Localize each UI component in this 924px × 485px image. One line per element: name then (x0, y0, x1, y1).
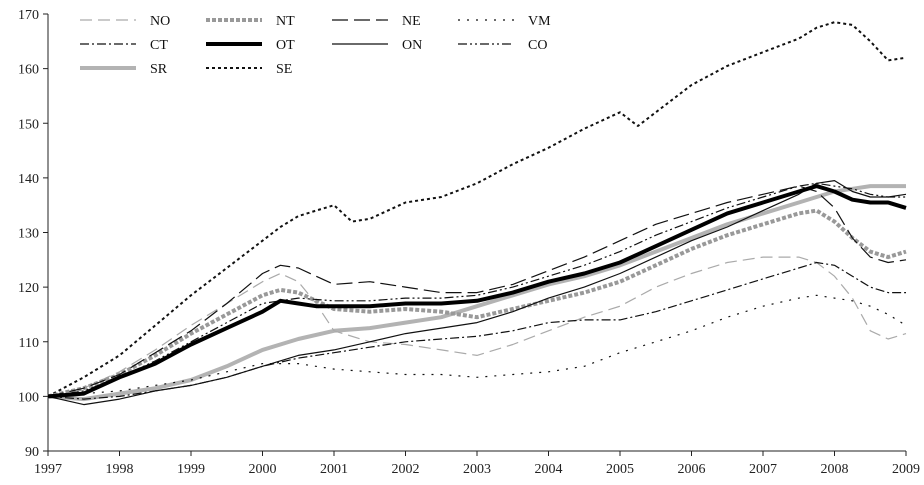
x-tick-label: 2004 (535, 462, 563, 477)
x-tick-label: 2009 (892, 462, 920, 477)
legend-label: NO (150, 14, 170, 29)
axes: 90 100 110 120 130 140 150 160 170 1997 1998 1999 20… (18, 8, 920, 477)
y-tick-label: 110 (19, 336, 39, 351)
series-line-se (47, 21, 907, 398)
legend-label: NT (276, 14, 295, 29)
y-tick-label: 100 (18, 390, 39, 405)
x-tick-label: 2001 (320, 462, 348, 477)
legend: NO NT NE VM CT OT ON CO SR SE (80, 14, 551, 77)
y-tick-label: 170 (18, 8, 39, 23)
x-tick-label: 2002 (392, 462, 420, 477)
series-line-sr (47, 184, 906, 402)
x-tick-label: 2008 (821, 462, 849, 477)
legend-label: NE (402, 14, 421, 29)
series-line-co (47, 182, 906, 397)
legend-item-se: SE (206, 62, 292, 77)
x-tick-label: 1999 (177, 462, 205, 477)
x-tick-label: 2003 (463, 462, 491, 477)
series-line-ct (47, 261, 906, 400)
series-line-ne (47, 185, 907, 397)
y-tick-label: 90 (25, 445, 39, 460)
legend-label: SE (276, 62, 292, 77)
legend-item-ot: OT (206, 38, 295, 53)
series-line-ot (47, 184, 907, 399)
y-tick-label: 120 (18, 281, 39, 296)
legend-label: ON (402, 38, 422, 53)
y-tick-label: 140 (18, 172, 39, 187)
legend-label: OT (276, 38, 295, 53)
legend-label: VM (528, 14, 551, 29)
legend-item-vm: VM (458, 14, 551, 29)
legend-item-nt: NT (206, 14, 295, 29)
x-tick-label: 2007 (749, 462, 777, 477)
series-line-on (47, 180, 907, 406)
legend-item-ct: CT (80, 38, 168, 53)
series-layer (47, 21, 907, 406)
legend-label: SR (150, 62, 168, 77)
legend-item-on: ON (332, 38, 422, 53)
y-tick-label: 160 (18, 63, 39, 78)
legend-item-ne: NE (332, 14, 421, 29)
legend-item-sr: SR (80, 62, 168, 77)
x-tick-label: 1998 (106, 462, 134, 477)
legend-label: CT (150, 38, 168, 53)
x-tick-label: 2006 (678, 462, 706, 477)
series-line-vm (47, 294, 907, 397)
series-line-nt (47, 208, 907, 399)
legend-item-no: NO (80, 14, 170, 29)
x-tick-label: 1997 (34, 462, 62, 477)
y-tick-label: 130 (18, 227, 39, 242)
legend-label: CO (528, 38, 547, 53)
series-line-no (47, 256, 907, 397)
legend-item-co: CO (458, 38, 547, 53)
x-tick-label: 2000 (249, 462, 277, 477)
x-tick-label: 2005 (606, 462, 634, 477)
y-tick-label: 150 (18, 117, 39, 132)
